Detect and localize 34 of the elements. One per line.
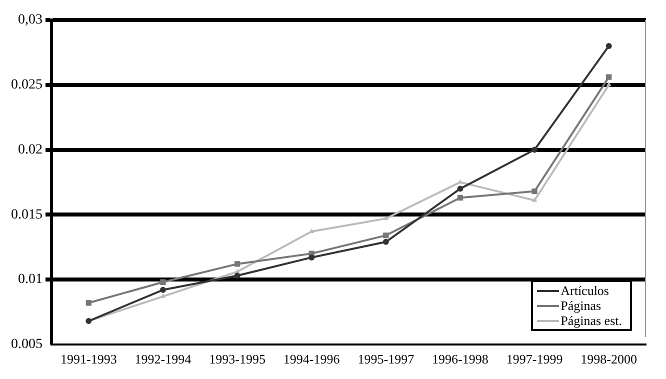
point <box>606 74 612 80</box>
point <box>606 82 612 86</box>
point <box>234 261 240 267</box>
point <box>382 238 389 245</box>
point <box>160 286 166 293</box>
legend-label: Páginas est. <box>560 313 622 328</box>
y-tick-label: 0,03 <box>18 12 42 28</box>
x-tick-label: 1996-1998 <box>432 352 488 367</box>
y-tick-label: 0.015 <box>11 207 42 222</box>
x-tick-label: 1993-1995 <box>209 352 266 367</box>
y-tick-label: 0.025 <box>11 78 42 93</box>
x-tick-label: 1992-1994 <box>134 352 192 367</box>
point <box>532 146 538 153</box>
point <box>308 254 315 260</box>
legend-label: Páginas <box>560 298 602 313</box>
y-tick-label: 0.02 <box>18 142 42 158</box>
legend-label: Artículos <box>560 283 609 298</box>
point <box>457 194 464 201</box>
x-tick-label: 1995-1997 <box>358 352 415 367</box>
y-tick-label: 0.005 <box>11 337 42 352</box>
point <box>383 232 389 238</box>
point <box>383 216 389 220</box>
point <box>532 188 538 194</box>
point <box>234 272 240 279</box>
point <box>86 300 92 306</box>
x-tick-label: 1998-2000 <box>580 352 638 367</box>
point <box>457 186 464 192</box>
y-tick-label: 0.01 <box>18 272 42 288</box>
x-tick-label: 1994-1996 <box>283 352 340 367</box>
point <box>532 197 538 202</box>
x-tick-label: 1997-1999 <box>506 352 563 367</box>
point <box>160 279 166 285</box>
x-tick-label: 1991-1993 <box>60 352 117 367</box>
point <box>606 42 612 49</box>
